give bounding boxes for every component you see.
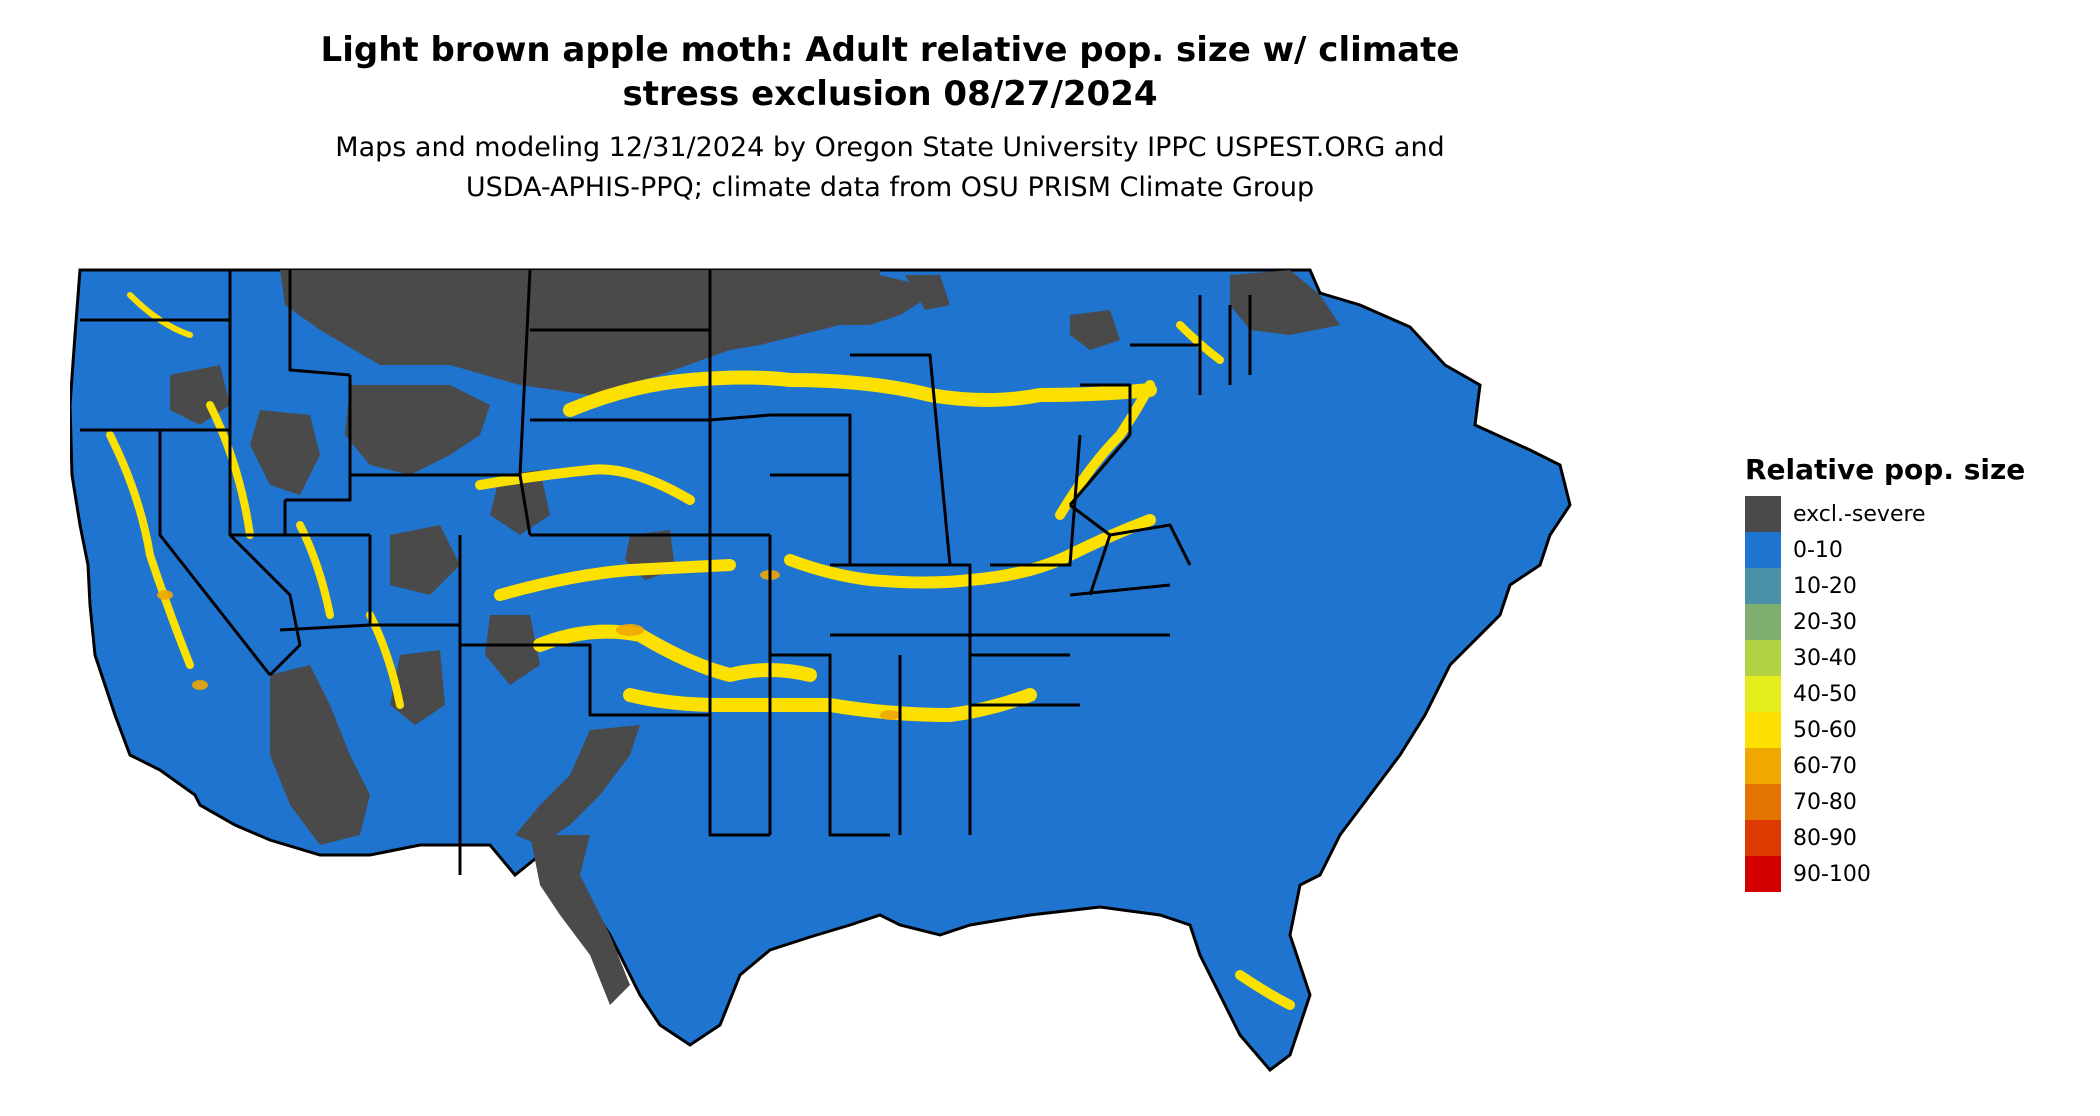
legend-label: 70-80 <box>1793 789 1857 815</box>
legend-label: 20-30 <box>1793 609 1857 635</box>
suitable-bands <box>106 292 1295 1010</box>
legend-item: 80-90 <box>1745 820 2085 856</box>
legend-item: 90-100 <box>1745 856 2085 892</box>
legend-item: 70-80 <box>1745 784 2085 820</box>
legend-swatch <box>1745 604 1781 640</box>
legend-title: Relative pop. size <box>1745 453 2026 486</box>
legend-swatch <box>1745 496 1781 532</box>
legend-label: excl.-severe <box>1793 501 1926 527</box>
legend-label: 80-90 <box>1793 825 1857 851</box>
excluded-regions <box>170 270 1340 1005</box>
legend-label: 90-100 <box>1793 861 1871 887</box>
us-map <box>70 268 1572 1073</box>
map-subtitle: Maps and modeling 12/31/2024 by Oregon S… <box>200 128 1580 208</box>
legend-item: 60-70 <box>1745 748 2085 784</box>
legend-swatch <box>1745 856 1781 892</box>
legend-swatch <box>1745 640 1781 676</box>
map-subtitle-line-2: USDA-APHIS-PPQ; climate data from OSU PR… <box>465 172 1315 203</box>
legend-swatch <box>1745 568 1781 604</box>
map-subtitle-line-1: Maps and modeling 12/31/2024 by Oregon S… <box>335 132 1445 163</box>
legend-item: 50-60 <box>1745 712 2085 748</box>
legend-item: 30-40 <box>1745 640 2085 676</box>
legend-label: 10-20 <box>1793 573 1857 599</box>
legend-item: 10-20 <box>1745 568 2085 604</box>
legend-label: 60-70 <box>1793 753 1857 779</box>
legend-label: 50-60 <box>1793 717 1857 743</box>
legend-item: 20-30 <box>1745 604 2085 640</box>
map-title-line-2: stress exclusion 08/27/2024 <box>622 74 1158 114</box>
legend-item: 0-10 <box>1745 532 2085 568</box>
legend-swatch <box>1745 820 1781 856</box>
legend-swatch <box>1745 784 1781 820</box>
us-landmass <box>70 268 1572 1073</box>
legend-item: excl.-severe <box>1745 496 2085 532</box>
legend-swatch <box>1745 748 1781 784</box>
legend-items: excl.-severe 0-10 10-20 20-30 30-40 40-50 50-6… <box>1745 496 2085 892</box>
map-title: Light brown apple moth: Adult relative p… <box>200 28 1580 116</box>
hotspots <box>157 570 900 720</box>
legend: Relative pop. size excl.-severe 0-10 10-20… <box>1745 452 2085 892</box>
state-borders <box>80 269 1252 875</box>
legend-item: 40-50 <box>1745 676 2085 712</box>
map-title-line-1: Light brown apple moth: Adult relative p… <box>320 30 1460 70</box>
legend-swatch <box>1745 532 1781 568</box>
legend-swatch <box>1745 712 1781 748</box>
legend-label: 30-40 <box>1793 645 1857 671</box>
legend-swatch <box>1745 676 1781 712</box>
legend-label: 0-10 <box>1793 537 1843 563</box>
legend-label: 40-50 <box>1793 681 1857 707</box>
